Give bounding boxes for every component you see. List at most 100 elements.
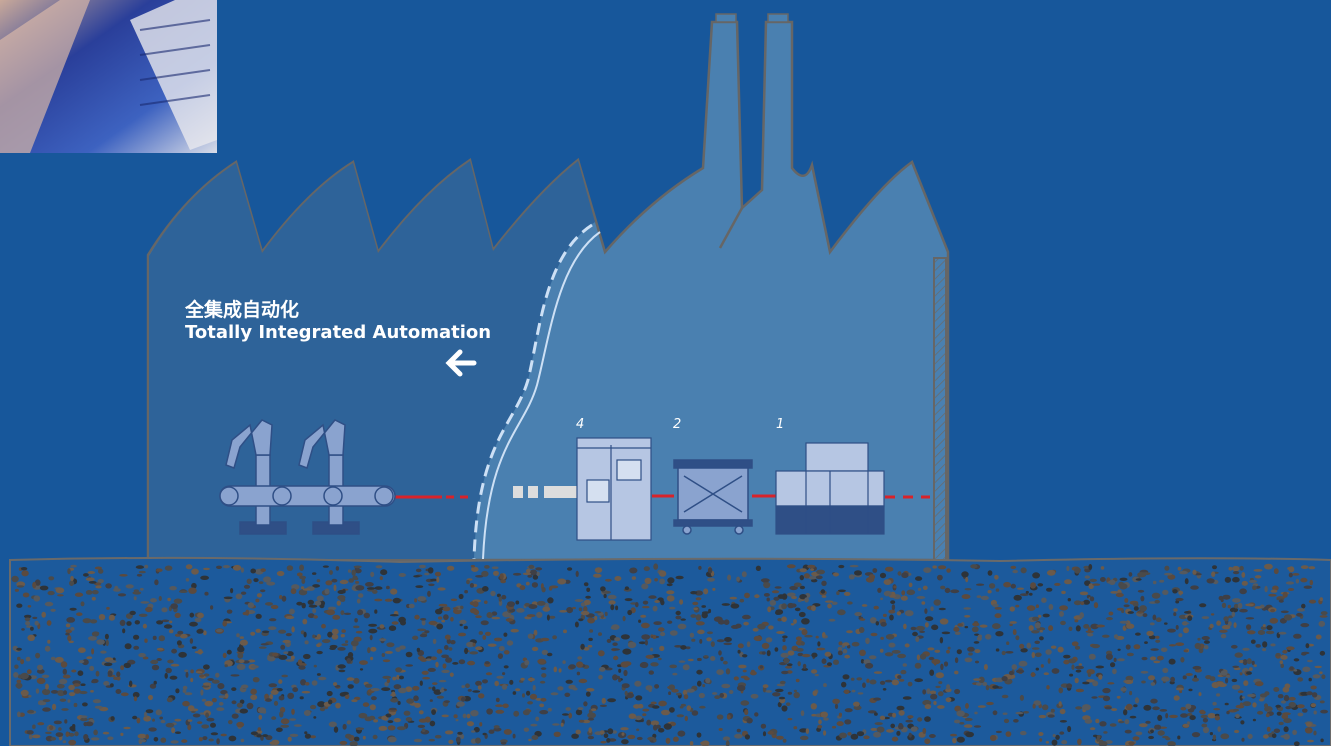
- stone: [838, 712, 843, 717]
- stone: [436, 623, 444, 630]
- stone: [786, 564, 796, 569]
- stone: [1119, 583, 1128, 590]
- stone: [742, 669, 747, 673]
- stone: [1123, 604, 1130, 608]
- stone: [319, 707, 326, 712]
- stone: [686, 705, 692, 711]
- stone: [126, 621, 132, 626]
- stone: [73, 688, 81, 694]
- stone: [497, 653, 503, 659]
- stone: [793, 691, 800, 699]
- stone: [428, 583, 435, 587]
- stone: [1175, 600, 1180, 604]
- stone: [765, 637, 773, 643]
- stone: [442, 663, 447, 669]
- stone: [139, 587, 144, 591]
- stone: [696, 669, 703, 675]
- stone: [1283, 614, 1293, 621]
- stone: [782, 738, 787, 743]
- stone: [71, 669, 77, 673]
- stone: [299, 696, 304, 700]
- stone: [1308, 599, 1317, 604]
- stone: [1013, 594, 1022, 601]
- stone: [304, 682, 310, 686]
- stone: [1249, 579, 1257, 583]
- stone: [946, 568, 951, 573]
- stone: [752, 628, 759, 632]
- stone: [1233, 622, 1237, 628]
- stone: [430, 578, 438, 582]
- stone: [797, 652, 804, 657]
- stone: [842, 674, 850, 680]
- stone: [486, 612, 493, 619]
- stone: [773, 596, 780, 601]
- stone: [669, 664, 677, 669]
- stone: [1129, 715, 1137, 719]
- stone: [961, 594, 971, 600]
- stone: [303, 710, 311, 716]
- stone: [977, 705, 986, 708]
- stone: [1273, 687, 1280, 692]
- stone: [676, 692, 682, 696]
- stone: [954, 719, 961, 724]
- stone: [421, 619, 426, 626]
- stone: [366, 587, 376, 590]
- stone: [359, 660, 368, 665]
- stone: [256, 734, 262, 738]
- stone: [682, 664, 690, 671]
- stone: [1282, 649, 1288, 654]
- stone: [1020, 730, 1027, 736]
- stone: [1270, 643, 1276, 647]
- stone: [1071, 664, 1075, 670]
- stone: [260, 568, 266, 572]
- stone: [515, 688, 521, 692]
- stone: [762, 684, 769, 688]
- stone: [775, 688, 784, 693]
- stone: [729, 596, 738, 600]
- stone: [459, 623, 463, 627]
- stone: [237, 652, 244, 659]
- stone: [448, 739, 454, 745]
- stone: [76, 612, 83, 616]
- stone: [20, 567, 28, 571]
- stone: [702, 684, 706, 688]
- stone: [165, 667, 172, 674]
- stone: [438, 603, 448, 607]
- stone: [1002, 712, 1008, 715]
- stone: [171, 727, 176, 734]
- stone: [1059, 605, 1068, 611]
- stone: [1083, 624, 1090, 629]
- stone: [415, 585, 424, 588]
- stone: [1047, 658, 1051, 664]
- stone: [995, 730, 1002, 734]
- stone: [216, 707, 225, 711]
- stone: [19, 712, 25, 717]
- stone: [443, 614, 449, 620]
- stone: [917, 587, 922, 591]
- stone: [645, 654, 655, 659]
- stone: [475, 646, 483, 651]
- stone: [324, 588, 330, 595]
- stone: [1239, 695, 1244, 701]
- stone: [868, 655, 877, 660]
- stone: [522, 572, 532, 576]
- stone: [346, 658, 352, 664]
- arrow[interactable]: [445, 349, 477, 377]
- stone: [455, 718, 459, 722]
- stone: [61, 708, 69, 711]
- stone: [198, 737, 203, 742]
- stone: [1128, 741, 1135, 746]
- stone: [935, 672, 944, 679]
- stone: [703, 588, 709, 595]
- stone: [41, 674, 50, 678]
- stone: [614, 576, 622, 581]
- stone: [1175, 687, 1184, 691]
- stone: [1159, 579, 1165, 583]
- stone: [201, 724, 210, 729]
- stone: [673, 736, 679, 742]
- stone: [880, 597, 884, 601]
- stone: [800, 710, 805, 717]
- stone: [175, 688, 180, 694]
- stone: [557, 686, 564, 691]
- stone: [153, 680, 157, 685]
